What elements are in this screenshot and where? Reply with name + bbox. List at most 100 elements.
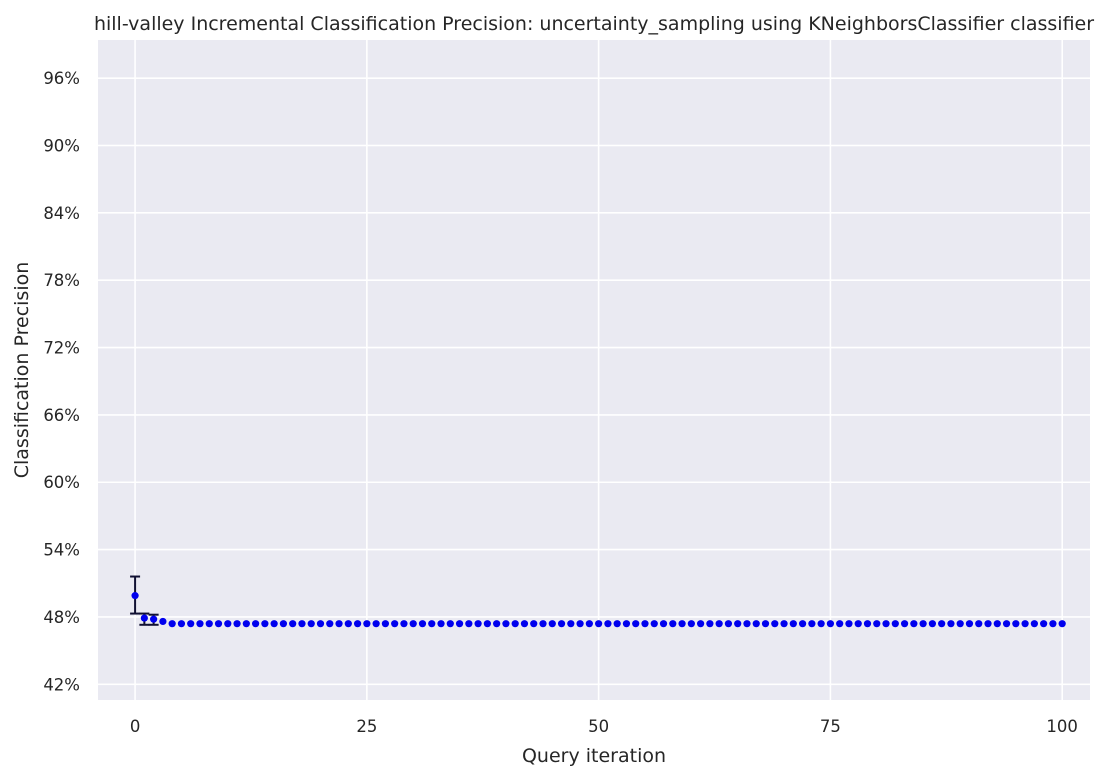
data-point	[372, 620, 380, 628]
data-point	[567, 620, 575, 628]
data-point	[873, 620, 881, 628]
data-point	[298, 620, 306, 628]
data-point	[947, 620, 955, 628]
plot-background	[98, 40, 1090, 700]
data-point	[1021, 620, 1029, 628]
data-point	[214, 620, 223, 628]
data-point	[585, 620, 593, 628]
data-point	[224, 620, 232, 628]
y-tick-label: 72%	[43, 339, 80, 358]
data-point	[177, 620, 186, 628]
data-point	[706, 620, 714, 628]
data-point	[150, 615, 158, 623]
data-point	[502, 620, 510, 628]
data-point	[557, 620, 566, 628]
data-point	[233, 620, 241, 628]
data-point	[1030, 620, 1038, 628]
data-point	[808, 620, 816, 628]
data-point	[418, 620, 427, 628]
data-point	[307, 620, 315, 628]
data-point	[1058, 620, 1066, 628]
data-point	[780, 620, 788, 628]
data-point	[863, 620, 872, 628]
data-point	[659, 620, 668, 628]
y-tick-label: 42%	[43, 675, 80, 694]
data-point	[984, 620, 992, 628]
data-point	[826, 620, 835, 628]
data-point	[1049, 620, 1057, 628]
data-point	[391, 620, 399, 628]
data-point	[168, 620, 176, 628]
data-point	[595, 620, 603, 628]
data-point	[613, 620, 621, 628]
data-point	[316, 620, 325, 628]
data-point	[465, 620, 473, 628]
data-point	[1002, 620, 1011, 628]
data-point	[326, 620, 334, 628]
data-point	[678, 620, 686, 628]
data-point	[641, 620, 649, 628]
data-point	[734, 620, 742, 628]
data-point	[428, 620, 436, 628]
data-point	[715, 620, 723, 628]
data-point	[771, 620, 779, 628]
data-point	[817, 620, 825, 628]
data-points	[131, 592, 1066, 628]
data-point	[882, 620, 890, 628]
data-point	[437, 620, 445, 628]
x-tick-label: 50	[588, 717, 609, 736]
data-point	[632, 620, 640, 628]
data-point	[743, 620, 751, 628]
data-point	[798, 620, 807, 628]
y-tick-label: 84%	[43, 204, 80, 223]
data-point	[697, 620, 705, 628]
data-point	[381, 620, 390, 628]
data-point	[548, 620, 556, 628]
y-tick-label: 96%	[43, 69, 80, 88]
data-point	[530, 620, 538, 628]
data-point	[400, 620, 408, 628]
data-point	[845, 620, 853, 628]
y-tick-label: 66%	[43, 406, 80, 425]
data-point	[938, 620, 946, 628]
data-point	[474, 620, 482, 628]
y-tick-label: 54%	[43, 541, 80, 560]
data-point	[576, 620, 584, 628]
chart-title: hill-valley Incremental Classification P…	[94, 13, 1094, 35]
data-point	[196, 620, 204, 628]
data-point	[483, 620, 491, 628]
y-tick-labels: 42% 48% 54% 60% 66% 72% 78% 84% 90% 96%	[43, 69, 80, 694]
data-point	[919, 620, 927, 628]
data-point	[724, 620, 733, 628]
data-point	[511, 620, 519, 628]
data-point	[910, 620, 918, 628]
y-tick-label: 60%	[43, 473, 80, 492]
x-tick-label: 25	[356, 717, 377, 736]
data-point	[289, 620, 297, 628]
data-point	[520, 620, 529, 628]
data-point	[205, 620, 213, 628]
data-point	[1040, 620, 1048, 628]
data-point	[622, 620, 631, 628]
data-point	[539, 620, 547, 628]
x-tick-label: 100	[1046, 717, 1078, 736]
x-tick-label: 0	[130, 717, 141, 736]
data-point	[789, 620, 797, 628]
data-point	[131, 592, 139, 600]
data-point	[270, 620, 278, 628]
y-tick-label: 90%	[43, 137, 80, 156]
data-point	[252, 620, 260, 628]
y-axis-label: Classification Precision	[11, 262, 33, 479]
data-point	[836, 620, 844, 628]
y-tick-label: 78%	[43, 271, 80, 290]
data-point	[604, 620, 612, 628]
data-point	[159, 617, 167, 626]
data-point	[187, 620, 195, 628]
data-point	[687, 620, 695, 628]
data-point	[344, 620, 352, 628]
data-point	[854, 620, 862, 628]
data-point	[900, 620, 909, 628]
x-tick-label: 75	[820, 717, 841, 736]
data-point	[363, 620, 371, 628]
